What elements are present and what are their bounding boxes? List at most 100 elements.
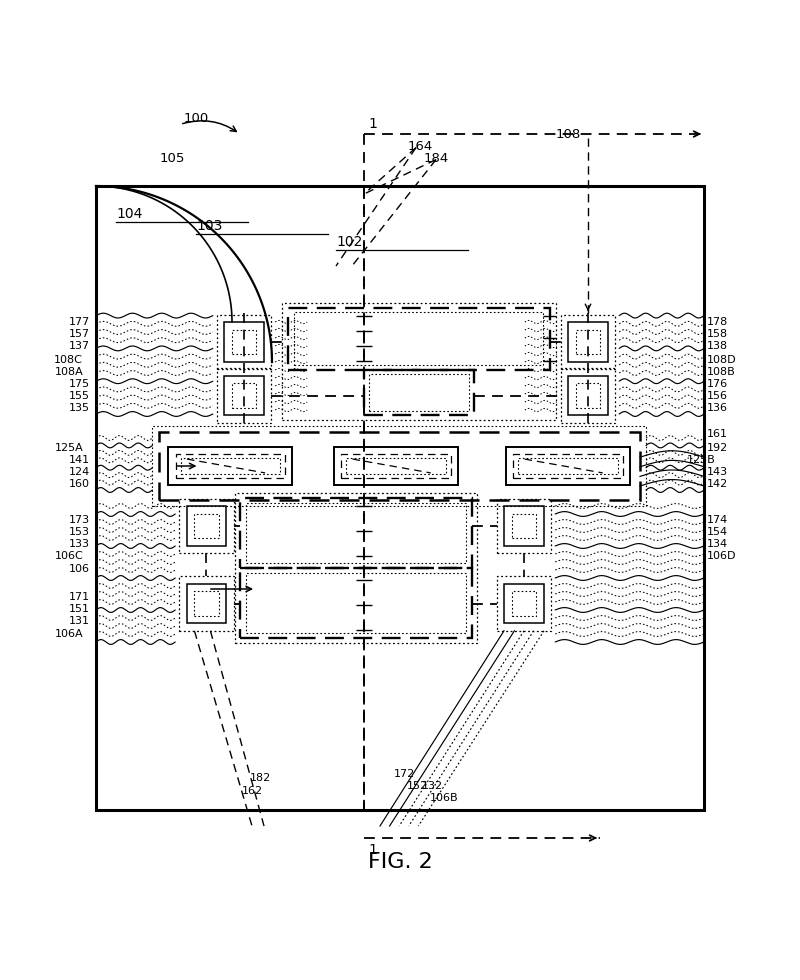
Text: 1: 1: [368, 118, 377, 131]
Bar: [518, 458, 618, 474]
Text: 178: 178: [707, 317, 729, 327]
Bar: [497, 499, 551, 553]
Text: 108B: 108B: [707, 367, 736, 376]
Text: 154: 154: [707, 527, 728, 537]
Text: 108D: 108D: [707, 355, 737, 365]
Text: 173: 173: [69, 515, 90, 525]
Text: 108: 108: [556, 127, 582, 140]
Bar: [194, 591, 218, 615]
Text: 138: 138: [707, 341, 728, 351]
Bar: [576, 383, 600, 408]
Text: 124: 124: [68, 467, 90, 477]
Text: 176: 176: [707, 378, 728, 389]
Text: 162: 162: [242, 786, 262, 796]
Text: 156: 156: [707, 391, 728, 401]
Bar: [512, 514, 536, 538]
Bar: [288, 308, 550, 369]
Text: 125A: 125A: [54, 443, 83, 453]
Bar: [497, 576, 551, 631]
Text: 174: 174: [707, 515, 729, 525]
Text: 175: 175: [69, 378, 90, 389]
Text: 135: 135: [69, 403, 90, 413]
Bar: [561, 368, 615, 422]
Text: 1: 1: [368, 843, 377, 857]
Text: 105: 105: [160, 152, 186, 165]
Text: 137: 137: [69, 341, 90, 351]
Text: 106D: 106D: [707, 552, 737, 562]
Bar: [504, 506, 544, 546]
Text: FIG. 2: FIG. 2: [368, 852, 432, 872]
Text: 153: 153: [69, 527, 90, 537]
Text: 131: 131: [69, 616, 90, 626]
Text: 102: 102: [336, 235, 362, 249]
Text: 152: 152: [407, 781, 428, 791]
Text: 142: 142: [707, 479, 729, 489]
Bar: [186, 584, 226, 623]
Bar: [181, 458, 280, 474]
Text: 158: 158: [707, 329, 728, 339]
Text: 141: 141: [69, 455, 90, 465]
Text: 192: 192: [707, 443, 729, 453]
Bar: [235, 493, 477, 643]
Text: 172: 172: [394, 769, 414, 779]
Bar: [294, 313, 543, 365]
Bar: [224, 322, 264, 362]
Bar: [179, 576, 234, 631]
Bar: [342, 454, 450, 478]
Bar: [369, 373, 469, 411]
Bar: [176, 454, 285, 478]
Bar: [506, 447, 630, 485]
Text: 164: 164: [408, 139, 434, 153]
Text: 100: 100: [184, 112, 210, 124]
Text: 177: 177: [68, 317, 90, 327]
Bar: [217, 315, 271, 369]
Bar: [232, 383, 256, 408]
Text: 143: 143: [707, 467, 728, 477]
Bar: [568, 375, 608, 416]
Bar: [346, 458, 446, 474]
Text: 106: 106: [69, 564, 90, 574]
Bar: [152, 426, 646, 506]
Bar: [179, 499, 234, 553]
Bar: [334, 447, 458, 485]
Bar: [512, 591, 536, 615]
Text: 108C: 108C: [54, 355, 83, 365]
Bar: [246, 572, 466, 633]
Bar: [186, 506, 226, 546]
Text: 104: 104: [116, 207, 142, 221]
Bar: [504, 584, 544, 623]
Text: 132: 132: [422, 781, 442, 791]
Text: 155: 155: [69, 391, 90, 401]
Text: 103: 103: [196, 219, 222, 233]
Bar: [194, 514, 218, 538]
Bar: [246, 503, 466, 564]
Text: 106B: 106B: [430, 793, 458, 803]
Text: 106C: 106C: [54, 552, 83, 562]
Text: 108A: 108A: [54, 367, 83, 376]
Bar: [96, 186, 704, 810]
Bar: [576, 329, 600, 354]
Text: 182: 182: [250, 773, 270, 783]
Bar: [561, 315, 615, 369]
Bar: [168, 447, 293, 485]
Bar: [224, 375, 264, 416]
Text: 161: 161: [707, 429, 728, 439]
Bar: [240, 568, 472, 638]
Text: 151: 151: [69, 605, 90, 614]
Bar: [217, 368, 271, 422]
Text: 157: 157: [69, 329, 90, 339]
Text: 134: 134: [707, 539, 728, 550]
Text: 125B: 125B: [686, 455, 715, 465]
Text: 184: 184: [424, 152, 450, 165]
Bar: [282, 303, 556, 419]
Text: 106A: 106A: [54, 629, 83, 639]
Bar: [364, 369, 474, 415]
Text: 136: 136: [707, 403, 728, 413]
Text: 133: 133: [69, 539, 90, 550]
Text: 160: 160: [69, 479, 90, 489]
Text: 171: 171: [69, 592, 90, 602]
Bar: [240, 498, 472, 568]
Bar: [158, 432, 639, 500]
Bar: [232, 329, 256, 354]
Bar: [514, 454, 622, 478]
